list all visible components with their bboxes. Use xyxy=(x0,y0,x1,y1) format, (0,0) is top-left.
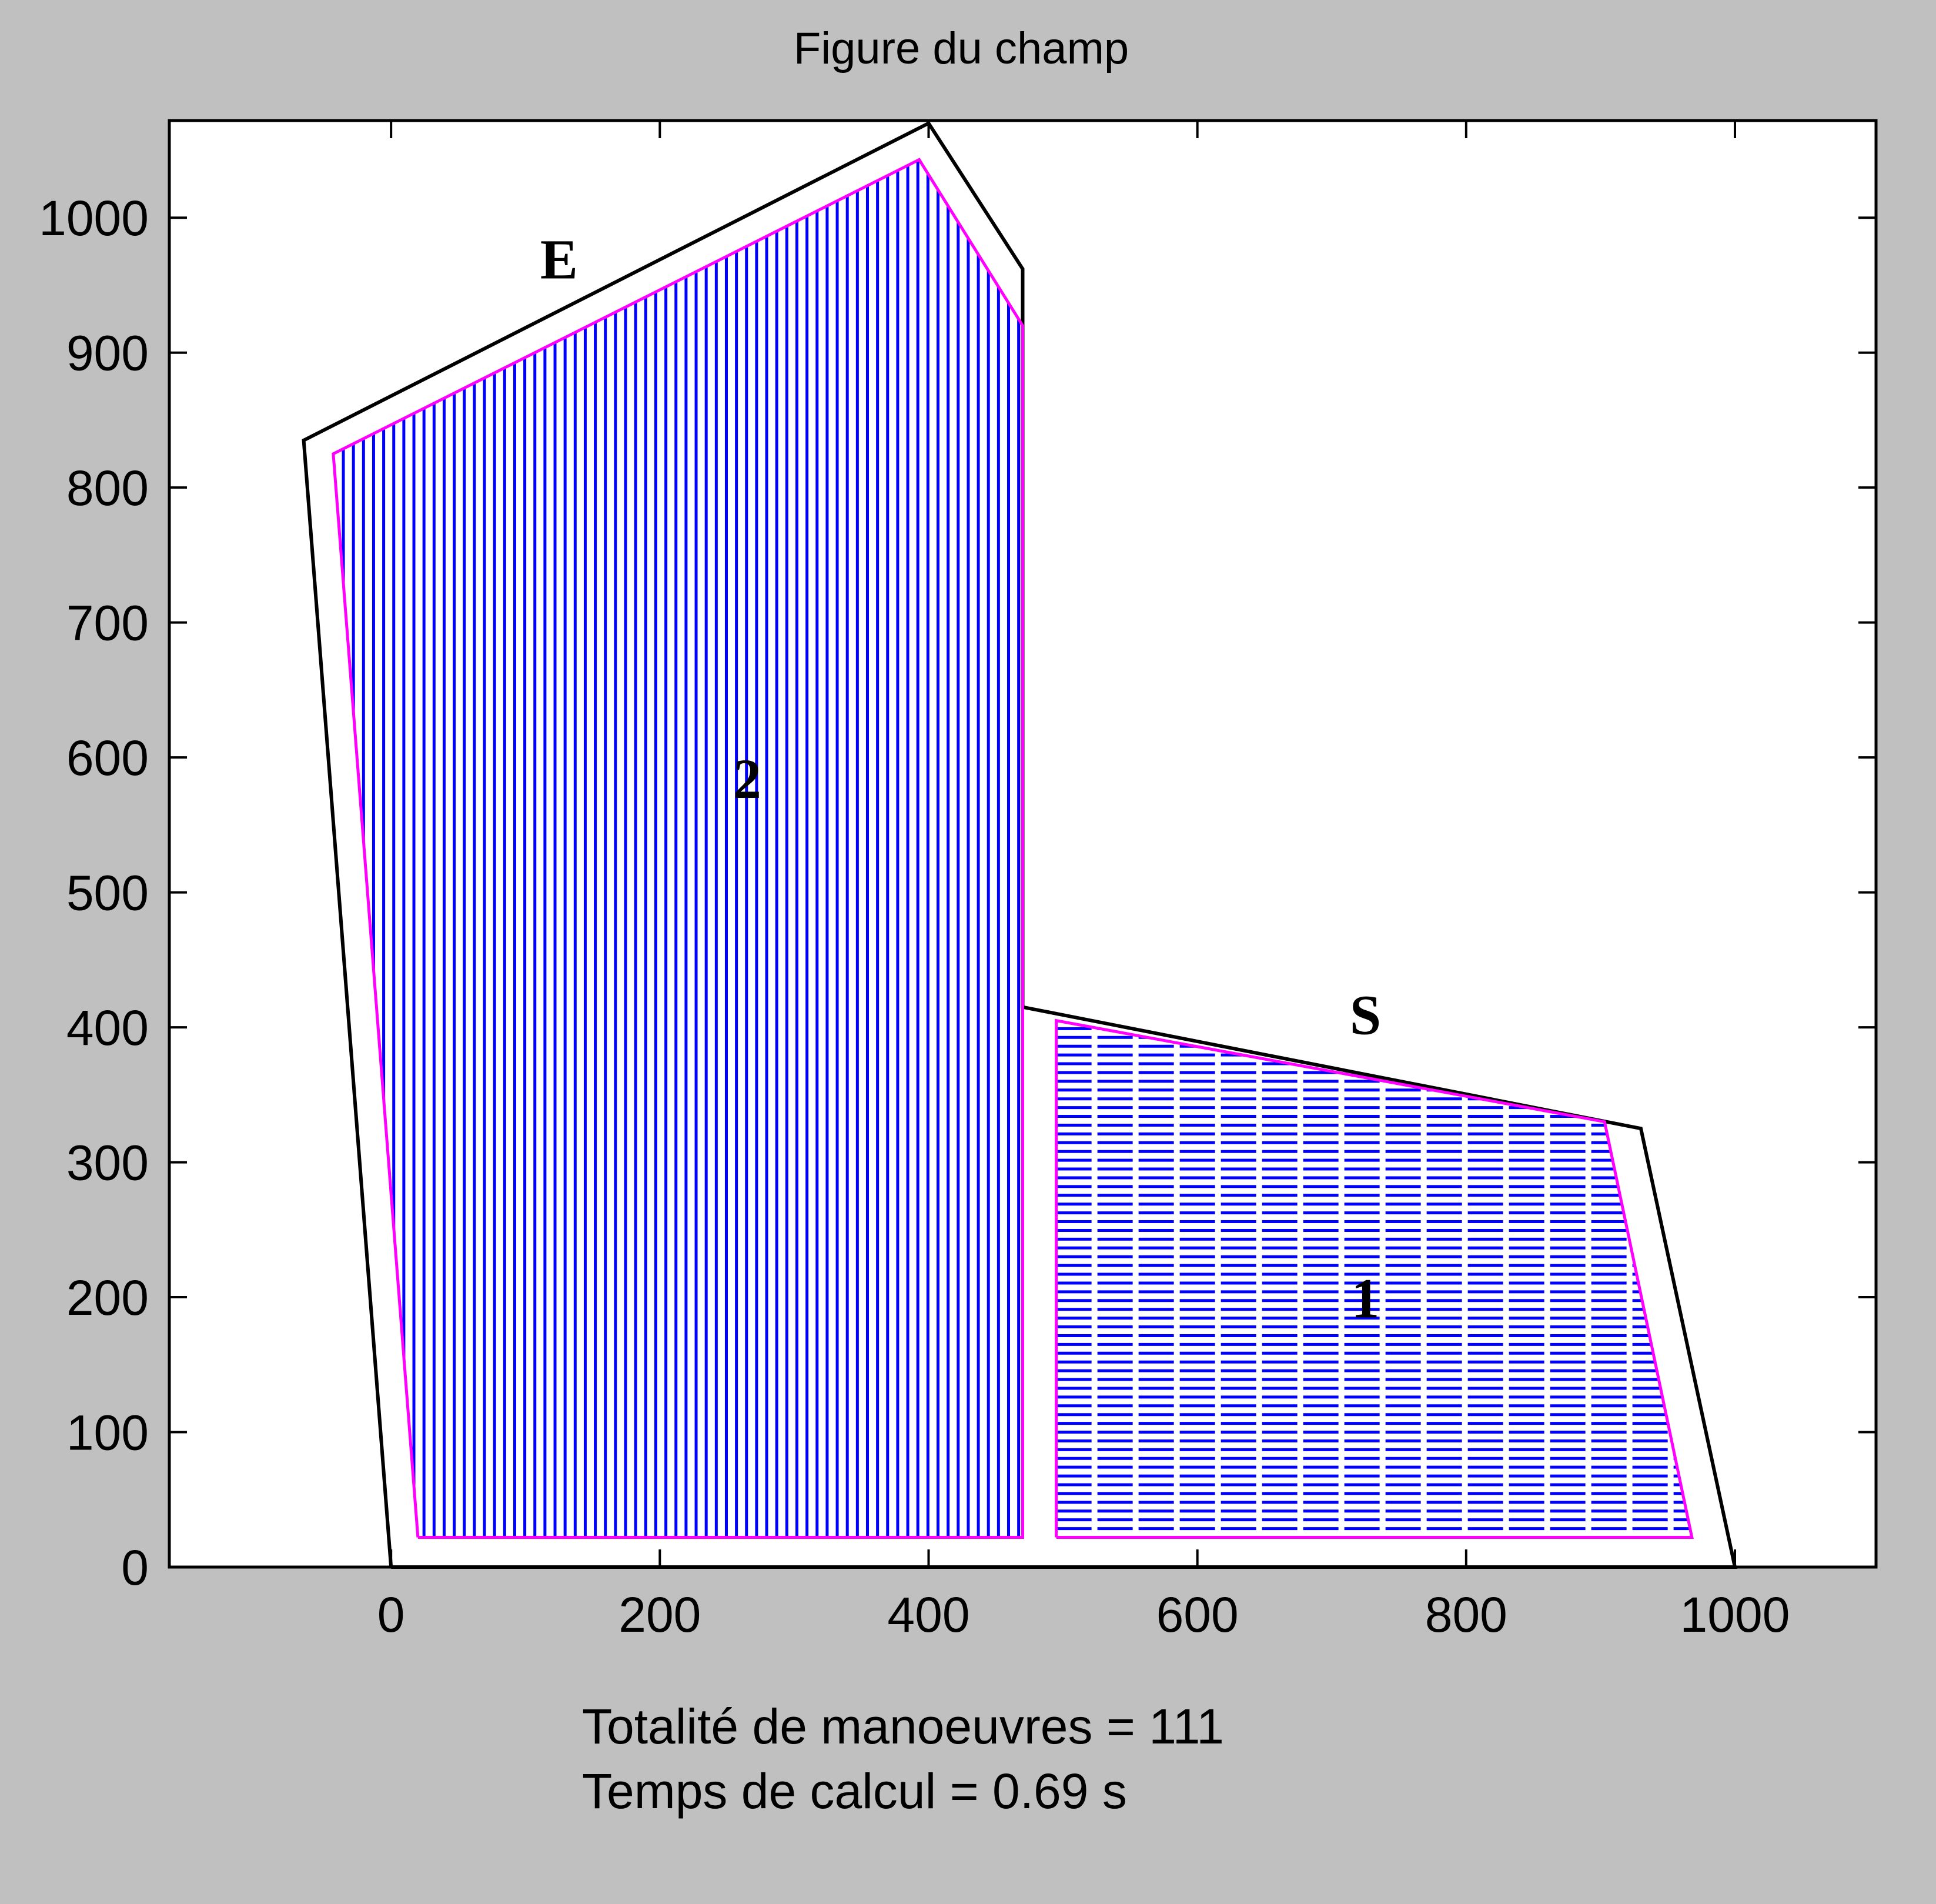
chart-title: Figure du champ xyxy=(794,24,1129,74)
axis-ticks: 0 200 400 600 800 1000 0 100 200 300 400 500 600 700 8… xyxy=(39,121,1876,1642)
y-tick-label: 300 xyxy=(66,1135,149,1191)
area-label-1: 1 xyxy=(1351,1267,1379,1330)
footer-compute-time: Temps de calcul = 0.69 s xyxy=(582,1763,1127,1819)
annotations: E S 2 1 xyxy=(540,228,1381,1330)
y-tick-label: 1000 xyxy=(39,191,149,246)
footer-total-maneuvers: Totalité de manoeuvres = 111 xyxy=(582,1699,1224,1754)
y-tick-label: 700 xyxy=(66,596,149,651)
side-label-S: S xyxy=(1350,984,1381,1047)
y-tick-label: 600 xyxy=(66,730,149,786)
y-tick-label: 0 xyxy=(121,1540,149,1595)
y-tick-label: 200 xyxy=(66,1270,149,1325)
polygons xyxy=(302,121,1737,1569)
x-tick-label: 600 xyxy=(1156,1587,1239,1642)
y-tick-label: 500 xyxy=(66,866,149,921)
x-tick-label: 400 xyxy=(887,1587,969,1642)
work-area-1-line xyxy=(1055,1018,1694,1539)
y-tick-label: 800 xyxy=(66,460,149,516)
side-label-E: E xyxy=(540,228,578,290)
x-tick-label: 0 xyxy=(377,1587,405,1642)
x-tick-label: 200 xyxy=(618,1587,701,1642)
work-area-2-line xyxy=(332,158,1024,1539)
y-tick-label: 100 xyxy=(66,1405,149,1461)
y-tick-label: 900 xyxy=(66,326,149,381)
y-tick-label: 400 xyxy=(66,1000,149,1055)
x-tick-label: 800 xyxy=(1425,1587,1507,1642)
x-tick-label: 1000 xyxy=(1680,1587,1790,1642)
area-label-2: 2 xyxy=(733,747,761,810)
